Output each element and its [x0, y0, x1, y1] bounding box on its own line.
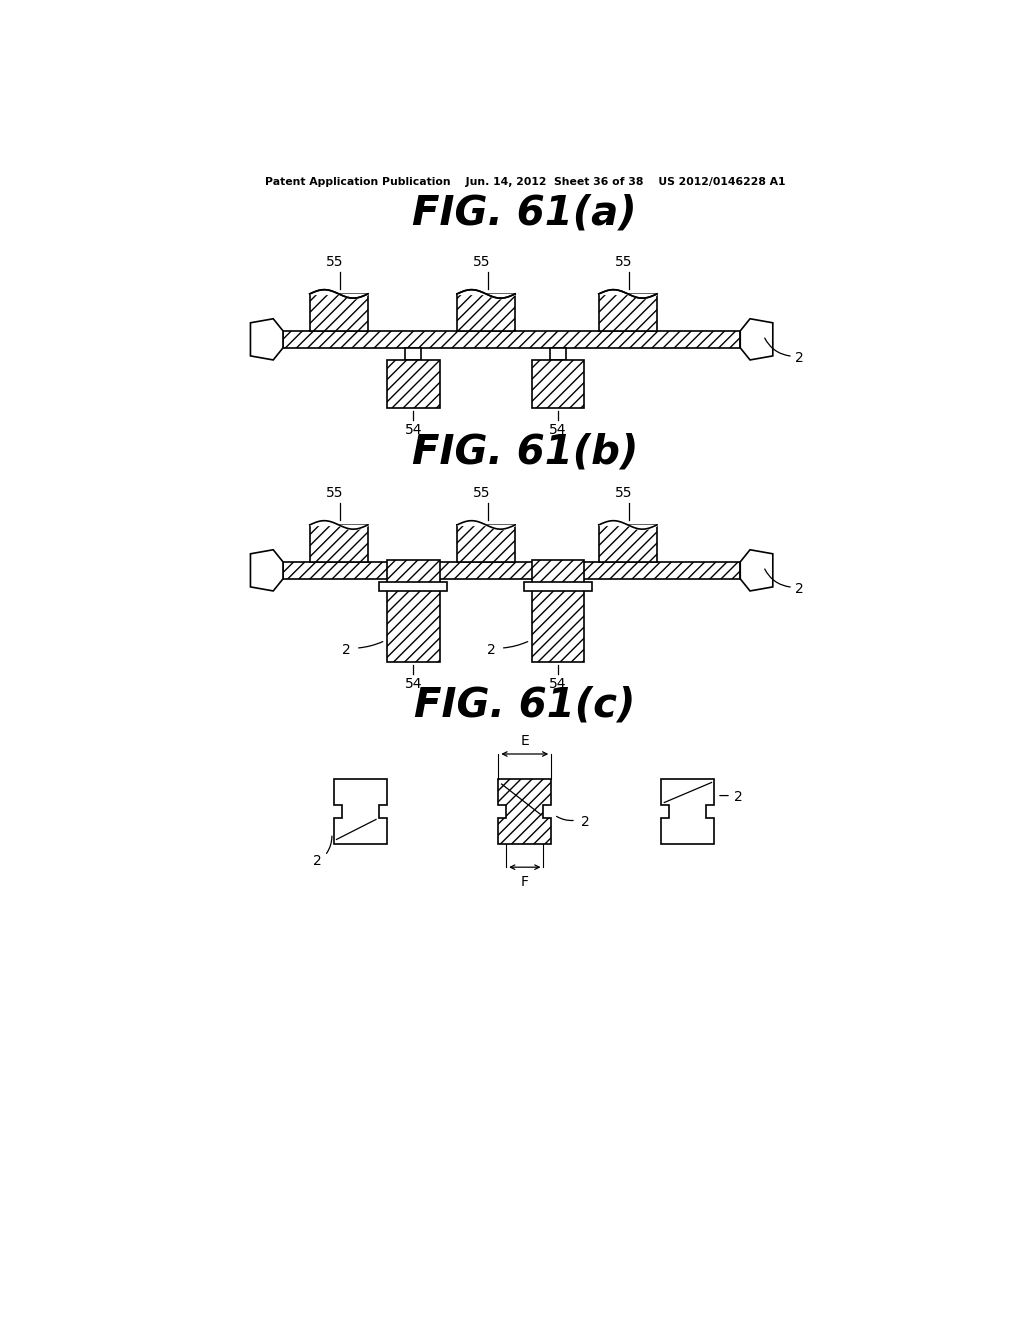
- Text: 2: 2: [313, 854, 323, 869]
- Bar: [379, 582, 447, 591]
- Text: 2: 2: [487, 643, 496, 656]
- Bar: [531, 360, 585, 408]
- Text: 2: 2: [734, 791, 742, 804]
- Text: 2: 2: [795, 582, 803, 595]
- Text: 54: 54: [549, 424, 567, 437]
- Bar: [406, 348, 421, 360]
- Bar: [309, 525, 368, 562]
- Text: 54: 54: [404, 424, 422, 437]
- Polygon shape: [251, 318, 283, 360]
- Text: 54: 54: [404, 677, 422, 692]
- Text: E: E: [520, 734, 529, 748]
- Text: Patent Application Publication    Jun. 14, 2012  Sheet 36 of 38    US 2012/01462: Patent Application Publication Jun. 14, …: [264, 177, 785, 186]
- Text: 2: 2: [795, 351, 803, 364]
- Polygon shape: [499, 779, 551, 843]
- Bar: [599, 294, 657, 331]
- Text: FIG. 61(b): FIG. 61(b): [412, 433, 638, 473]
- Text: 54: 54: [549, 677, 567, 692]
- Polygon shape: [662, 779, 714, 843]
- Text: 55: 55: [615, 255, 633, 269]
- Bar: [387, 360, 439, 408]
- Polygon shape: [740, 318, 773, 360]
- Bar: [309, 294, 368, 331]
- Text: 55: 55: [615, 486, 633, 500]
- Bar: [387, 561, 439, 663]
- Text: 2: 2: [342, 643, 351, 656]
- Text: 55: 55: [473, 486, 490, 500]
- Text: 55: 55: [327, 486, 344, 500]
- Bar: [283, 562, 740, 579]
- Polygon shape: [334, 779, 387, 843]
- Bar: [531, 561, 585, 663]
- Text: F: F: [521, 875, 528, 888]
- Bar: [550, 348, 566, 360]
- Text: FIG. 61(c): FIG. 61(c): [414, 685, 636, 725]
- Text: 2: 2: [581, 814, 590, 829]
- Text: FIG. 61(a): FIG. 61(a): [413, 194, 637, 234]
- Text: 55: 55: [327, 255, 344, 269]
- Bar: [457, 294, 515, 331]
- Bar: [599, 525, 657, 562]
- Polygon shape: [740, 549, 773, 591]
- Bar: [524, 582, 592, 591]
- Text: 55: 55: [473, 255, 490, 269]
- Bar: [283, 331, 740, 348]
- Bar: [457, 525, 515, 562]
- Polygon shape: [251, 549, 283, 591]
